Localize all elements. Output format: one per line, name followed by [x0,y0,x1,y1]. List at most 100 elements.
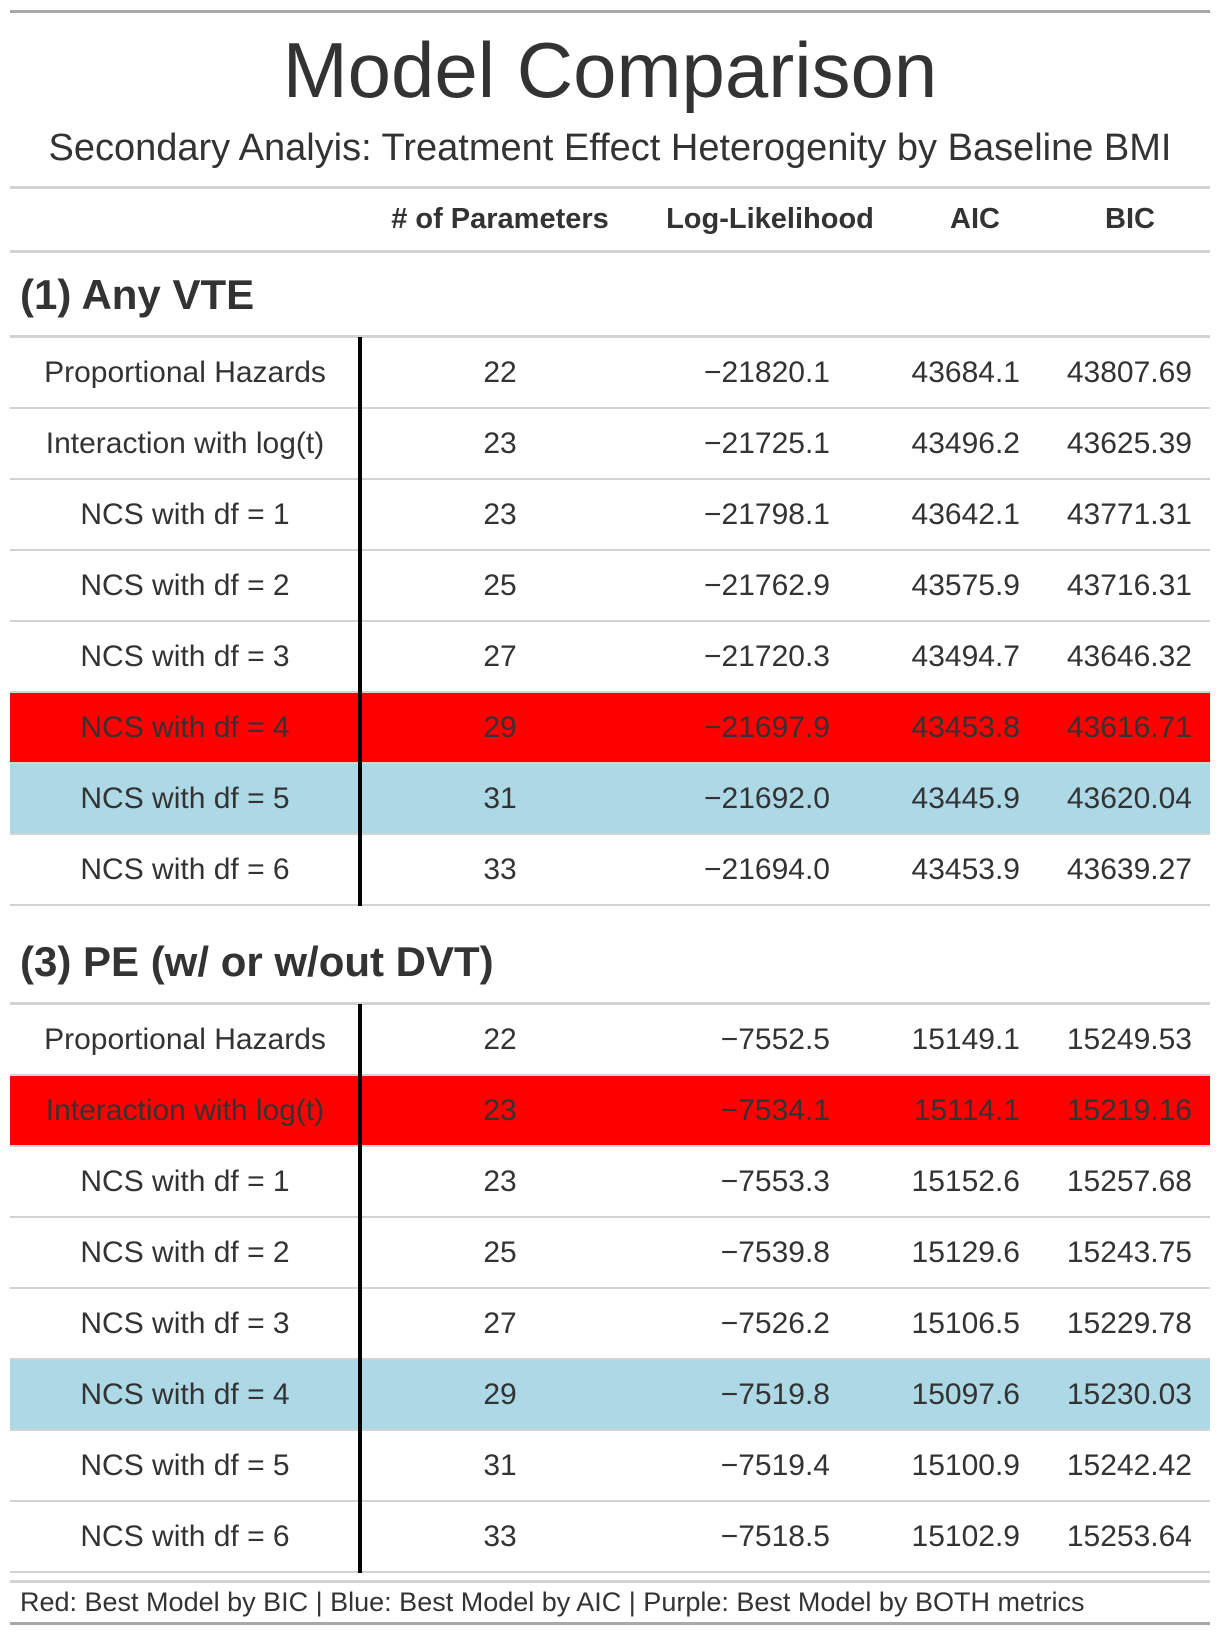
params-cell-text: 31 [483,782,517,815]
params-cell: 25 [360,551,640,620]
params-cell: 23 [360,409,640,478]
loglik-cell: −21798.1 [640,480,900,549]
params-cell: 33 [360,835,640,904]
aic-cell-text: 15152.6 [911,1165,1020,1198]
bic-cell: 15253.64 [1050,1502,1210,1571]
model-name-cell: NCS with df = 1 [10,1147,360,1216]
aic-cell-text: 43494.7 [911,640,1020,673]
bic-cell: 15242.42 [1050,1431,1210,1500]
params-cell: 23 [360,480,640,549]
aic-cell: 15097.6 [900,1360,1050,1429]
table-row: NCS with df = 6 33 −21694.0 43453.9 43639.27 [10,835,1210,906]
params-cell: 22 [360,1005,640,1074]
loglik-cell: −21725.1 [640,409,900,478]
params-cell: 27 [360,622,640,691]
model-name-cell-text: NCS with df = 5 [80,782,290,815]
loglik-cell: −7534.1 [640,1076,900,1145]
aic-cell: 15106.5 [900,1289,1050,1358]
bic-cell-text: 43716.31 [1066,569,1192,602]
aic-cell-text: 15100.9 [911,1449,1020,1482]
loglik-cell-text: −21697.9 [704,711,830,744]
model-name-cell-text: NCS with df = 6 [80,853,290,886]
table-row: Proportional Hazards 22 −7552.5 15149.1 1524… [10,1005,1210,1076]
model-name-cell-text: Proportional Hazards [44,356,326,389]
aic-cell: 15114.1 [900,1076,1050,1145]
loglik-cell-text: −21725.1 [704,427,830,460]
aic-cell: 43453.9 [900,835,1050,904]
bic-cell-text: 15229.78 [1066,1307,1192,1340]
model-name-cell: NCS with df = 2 [10,1218,360,1287]
bic-cell: 43616.71 [1050,693,1210,762]
bic-cell-text: 15242.42 [1066,1449,1192,1482]
params-cell-text: 23 [483,427,517,460]
header-top-rule [10,186,1210,189]
aic-cell-text: 43453.9 [911,853,1020,886]
bic-cell-text: 15219.16 [1066,1094,1192,1127]
aic-cell: 43494.7 [900,622,1050,691]
model-name-cell: NCS with df = 3 [10,1289,360,1358]
model-name-cell: Proportional Hazards [10,1005,360,1074]
bic-cell: 43625.39 [1050,409,1210,478]
model-name-cell: NCS with df = 6 [10,1502,360,1571]
loglik-cell: −21762.9 [640,551,900,620]
loglik-cell-text: −7539.8 [720,1236,830,1269]
model-name-cell: Interaction with log(t) [10,1076,360,1145]
loglik-cell: −21692.0 [640,764,900,833]
model-name-cell-text: NCS with df = 3 [80,640,290,673]
bic-cell-text: 15257.68 [1066,1165,1192,1198]
model-name-cell: NCS with df = 1 [10,480,360,549]
aic-cell: 15152.6 [900,1147,1050,1216]
model-name-cell-text: NCS with df = 2 [80,1236,290,1269]
bic-cell: 15257.68 [1050,1147,1210,1216]
aic-cell-text: 15106.5 [911,1307,1020,1340]
model-name-cell-text: Interaction with log(t) [45,427,325,460]
aic-cell-text: 15149.1 [911,1023,1020,1056]
bic-cell-text: 43646.32 [1066,640,1192,673]
loglik-cell: −21720.3 [640,622,900,691]
table-row: NCS with df = 4 29 −21697.9 43453.8 43616.71 [10,693,1210,764]
group-heading: (1) Any VTE [10,253,1210,337]
loglik-cell-text: −21720.3 [704,640,830,673]
loglik-cell-text: −21798.1 [704,498,830,531]
loglik-cell: −7526.2 [640,1289,900,1358]
column-header-params: # of Parameters [391,203,609,235]
group-label: (1) Any VTE [20,271,255,318]
params-cell-text: 25 [483,569,517,602]
table-row: NCS with df = 6 33 −7518.5 15102.9 15253.64 [10,1502,1210,1573]
table-row: NCS with df = 5 31 −7519.4 15100.9 15242.42 [10,1431,1210,1502]
bic-cell: 15243.75 [1050,1218,1210,1287]
model-name-cell: NCS with df = 4 [10,1360,360,1429]
aic-cell-text: 15114.1 [913,1094,1020,1127]
table-footnote: Red: Best Model by BIC | Blue: Best Mode… [20,1587,1085,1617]
loglik-cell-text: −21820.1 [704,356,830,389]
params-cell-text: 22 [483,356,517,389]
params-cell: 23 [360,1076,640,1145]
loglik-cell-text: −21692.0 [704,782,830,815]
params-cell-text: 33 [483,1520,517,1553]
loglik-cell-text: −7518.5 [720,1520,830,1553]
model-name-cell-text: NCS with df = 1 [80,1165,290,1198]
model-name-cell-text: NCS with df = 2 [80,569,290,602]
column-header-aic: AIC [950,203,1000,235]
params-cell: 29 [360,1360,640,1429]
page-subtitle: Secondary Analyis: Treatment Effect Hete… [48,127,1172,169]
aic-cell-text: 43496.2 [911,427,1020,460]
loglik-cell-text: −21762.9 [704,569,830,602]
aic-cell-text: 15102.9 [911,1520,1020,1553]
loglik-cell: −7518.5 [640,1502,900,1571]
loglik-cell: −7519.4 [640,1431,900,1500]
model-name-cell: NCS with df = 5 [10,1431,360,1500]
bottom-rule [10,1622,1210,1625]
bic-cell: 15230.03 [1050,1360,1210,1429]
table-row: NCS with df = 4 29 −7519.8 15097.6 15230.03 [10,1360,1210,1431]
loglik-cell-text: −7553.3 [720,1165,830,1198]
loglik-cell: −21697.9 [640,693,900,762]
params-cell-text: 23 [483,1094,517,1127]
aic-cell: 43575.9 [900,551,1050,620]
model-name-cell: NCS with df = 4 [10,693,360,762]
model-name-cell-text: NCS with df = 4 [80,711,290,744]
aic-cell: 15149.1 [900,1005,1050,1074]
table-row: Interaction with log(t) 23 −7534.1 15114.1 1… [10,1076,1210,1147]
column-header-row: # of Parameters Log-Likelihood AIC BIC [10,188,1210,250]
loglik-cell: −21820.1 [640,338,900,407]
